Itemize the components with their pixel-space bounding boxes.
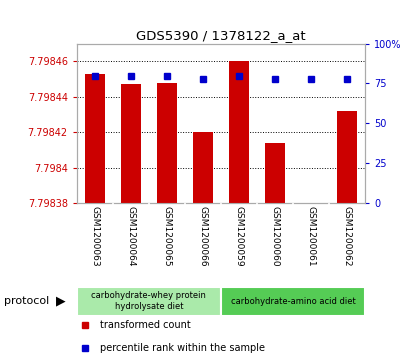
Title: GDS5390 / 1378122_a_at: GDS5390 / 1378122_a_at: [136, 29, 306, 42]
Bar: [221, 287, 365, 316]
Text: protocol: protocol: [4, 296, 49, 306]
Text: GSM1200066: GSM1200066: [198, 206, 208, 266]
Bar: [265, 143, 285, 203]
Text: percentile rank within the sample: percentile rank within the sample: [100, 343, 265, 352]
Bar: [337, 111, 357, 203]
Bar: [193, 132, 213, 203]
Text: GSM1200059: GSM1200059: [234, 206, 244, 266]
Bar: [85, 74, 105, 203]
Text: GSM1200060: GSM1200060: [271, 206, 280, 266]
Text: transformed count: transformed count: [100, 321, 190, 330]
Text: GSM1200063: GSM1200063: [90, 206, 99, 266]
Text: ▶: ▶: [56, 295, 66, 308]
Text: carbohydrate-amino acid diet: carbohydrate-amino acid diet: [231, 297, 356, 306]
Text: GSM1200064: GSM1200064: [126, 206, 135, 266]
Text: carbohydrate-whey protein
hydrolysate diet: carbohydrate-whey protein hydrolysate di…: [91, 291, 206, 311]
Bar: [229, 61, 249, 203]
Bar: [77, 287, 221, 316]
Bar: [121, 84, 141, 203]
Text: GSM1200065: GSM1200065: [162, 206, 171, 266]
Bar: [157, 83, 177, 203]
Text: GSM1200061: GSM1200061: [307, 206, 316, 266]
Text: GSM1200062: GSM1200062: [343, 206, 352, 266]
